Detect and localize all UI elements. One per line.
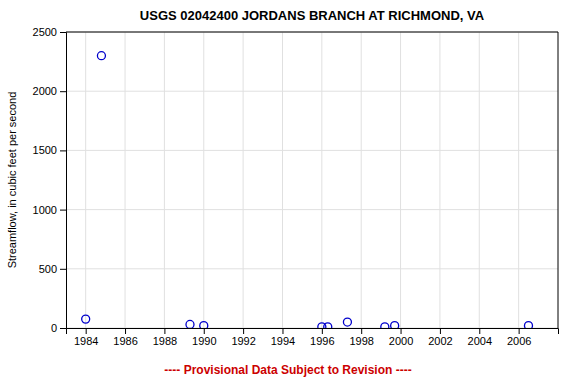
tick: 1986 [113,328,137,347]
tick-mark [204,328,205,334]
tick: 2002 [428,328,452,347]
tick: 2000 [33,85,66,97]
tick-mark [361,328,362,334]
frame-right [558,32,559,328]
tick-label: 2000 [33,85,57,97]
grid-line [400,32,401,328]
tick-label: 500 [39,263,57,275]
chart: 1984 1986 1988 1990 1992 1994 1996 1998 2000 2002… [0,0,576,384]
grid-line [164,32,165,328]
tick-label: 1984 [74,335,98,347]
grid-line [243,32,244,328]
tick-mark [60,210,66,211]
tick-label: 1500 [33,144,57,156]
grid-line [66,209,558,210]
tick-label: 1000 [33,204,57,216]
tick-mark [125,328,126,334]
tick-label: 1988 [153,335,177,347]
y-axis-label: Streamflow, in cubic feet per second [6,92,18,269]
tick: 0 [51,322,66,334]
frame-top [66,32,558,33]
points [82,52,533,328]
point [186,320,194,328]
tick: 500 [39,263,66,275]
tick-mark [164,328,165,334]
tick-label: 2002 [428,335,452,347]
x-axis: 1984 1986 1988 1990 1992 1994 1996 1998 2000 2002… [67,328,559,347]
point [97,52,105,60]
tick-label: 1994 [271,335,295,347]
tick-label: 1986 [113,335,137,347]
point [200,322,208,328]
tick: 2500 [33,26,66,38]
tick-mark [60,32,66,33]
tick: 1996 [310,328,334,347]
grid-line [203,32,204,328]
grid-line [361,32,362,328]
tick-label: 2006 [507,335,531,347]
y-axis: 0 500 1000 1500 2000 2500 [33,26,67,334]
tick: 2006 [507,328,531,347]
grid-line [66,32,558,33]
tick-label: 1996 [310,335,334,347]
tick: 2004 [468,328,492,347]
plot: 1984 1986 1988 1990 1992 1994 1996 1998 2000 2002… [33,26,559,347]
tick-mark [60,328,66,329]
tick-mark [243,328,244,334]
point [324,323,332,328]
tick-label: 1990 [192,335,216,347]
grid-line [66,150,558,151]
tick-label: 2500 [33,26,57,38]
tick-label: 1998 [349,335,373,347]
tick-mark [479,328,480,334]
axis-line [67,329,559,335]
grid-line [479,32,480,328]
tick-mark [60,91,66,92]
footnote: ---- Provisional Data Subject to Revisio… [164,363,411,377]
axis-line [60,33,67,329]
point [524,322,532,328]
tick-mark [60,269,66,270]
tick: 1000 [33,204,66,216]
tick-label: 2000 [389,335,413,347]
tick-mark [401,328,402,334]
point [343,318,351,326]
grid-line [321,32,322,328]
grid [66,32,558,328]
tick-mark [440,328,441,334]
grid-line [125,32,126,328]
tick-label: 0 [51,322,57,334]
grid-line [66,268,558,269]
title: USGS 02042400 JORDANS BRANCH AT RICHMOND… [140,8,485,23]
tick: 1994 [271,328,295,347]
point [82,315,90,323]
tick-mark [519,328,520,334]
tick-mark [322,328,323,334]
grid-line [66,91,558,92]
tick-mark [86,328,87,334]
tick: 1992 [231,328,255,347]
grid-line [282,32,283,328]
point [381,323,389,328]
tick: 1500 [33,144,66,156]
tick: 1998 [349,328,373,347]
tick-mark [282,328,283,334]
tick-label: 1992 [231,335,255,347]
grid-line [439,32,440,328]
tick: 1990 [192,328,216,347]
tick: 2000 [389,328,413,347]
tick: 1988 [153,328,177,347]
grid-line [518,32,519,328]
tick-label: 2004 [468,335,492,347]
tick-mark [60,150,66,151]
point [391,322,399,328]
grid-line [85,32,86,328]
tick: 1984 [74,328,98,347]
